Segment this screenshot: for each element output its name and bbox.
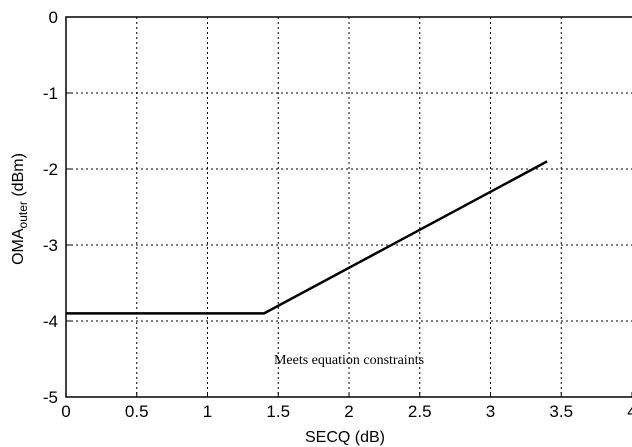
plot-frame	[65, 16, 632, 398]
x-tick-label: 3	[486, 402, 495, 421]
y-axis-label-subscript: outer	[16, 201, 30, 228]
annotations: Meets equation constraints	[274, 353, 424, 368]
series-layer	[66, 160, 548, 315]
x-tick-label: 2	[344, 402, 353, 421]
x-tick-label: 3.5	[549, 402, 573, 421]
x-tick-label: 1.5	[266, 402, 290, 421]
tick-labels: 0 0.5 1 1.5 2 2.5 3 3.5 4 0 -1 -2 -3 -4 -5	[43, 8, 632, 421]
y-axis-label-unit: (dBm)	[10, 153, 27, 201]
x-tick-label: 0	[61, 402, 70, 421]
y-tick-label: -4	[43, 312, 58, 331]
grid	[66, 17, 632, 397]
y-tick-label: -3	[43, 236, 58, 255]
x-axis-label: SECQ (dB)	[305, 429, 385, 446]
series-line	[66, 160, 548, 315]
y-axis-label-main: OMA	[10, 228, 27, 265]
x-tick-label: 0.5	[125, 402, 149, 421]
x-tick-label: 4	[627, 402, 632, 421]
y-tick-label: -5	[43, 388, 58, 407]
y-tick-label: 0	[49, 8, 58, 27]
x-tick-label: 1	[203, 402, 212, 421]
y-tick-label: -1	[43, 84, 58, 103]
x-tick-label: 2.5	[408, 402, 432, 421]
y-tick-label: -2	[43, 160, 58, 179]
y-axis-label: OMAouter (dBm)	[10, 153, 30, 265]
annotation-text: Meets equation constraints	[274, 353, 424, 368]
